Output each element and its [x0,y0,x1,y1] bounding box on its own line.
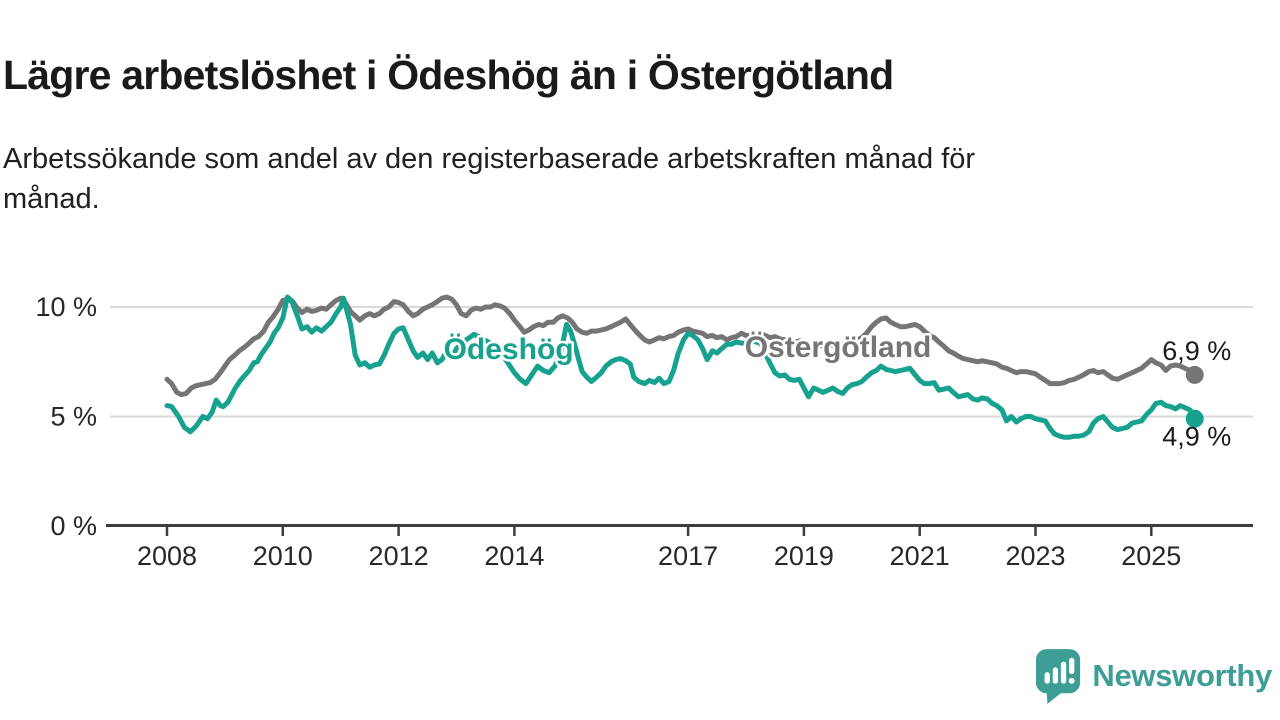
stergtland-series-label: Östergötland [745,331,932,364]
brand-name: Newsworthy [1092,658,1272,693]
deshg-line [164,294,1198,440]
x-axis-label-2023: 2023 [1005,541,1065,571]
x-axis-label-2008: 2008 [137,541,197,571]
x-axis-label-2014: 2014 [484,541,544,571]
stergtland-line [164,294,1198,398]
stergtland-end-value-label: 6,9 % [1162,336,1231,366]
x-axis-label-2019: 2019 [774,541,834,571]
bar-chart-speech-bubble-icon [1036,649,1081,704]
deshg-end-dot [1185,409,1204,428]
x-axis-label-2025: 2025 [1121,541,1181,571]
chart-subtitle: Arbetssökande som andel av den registerb… [3,139,1213,219]
deshg-end-value-label: 4,9 % [1162,422,1231,452]
y-axis-label-10: 10 % [35,292,97,322]
subtitle-line-2: månad. [3,183,100,216]
deshg-series-label: Ödeshög [444,333,574,366]
y-axis-label-5: 5 % [50,402,97,432]
page-title: Lägre arbetslöshet i Ödeshög än i Österg… [3,52,894,99]
y-axis-label-0: 0 % [50,511,97,541]
newsworthy-logo: Newsworthy [1035,648,1272,704]
x-axis-label-2010: 2010 [253,541,313,571]
x-axis-label-2012: 2012 [369,541,429,571]
stergtland-end-dot [1185,365,1204,384]
subtitle-line-1: Arbetssökande som andel av den registerb… [3,143,976,175]
x-axis-label-2021: 2021 [890,541,950,571]
x-axis-label-2017: 2017 [658,541,718,571]
